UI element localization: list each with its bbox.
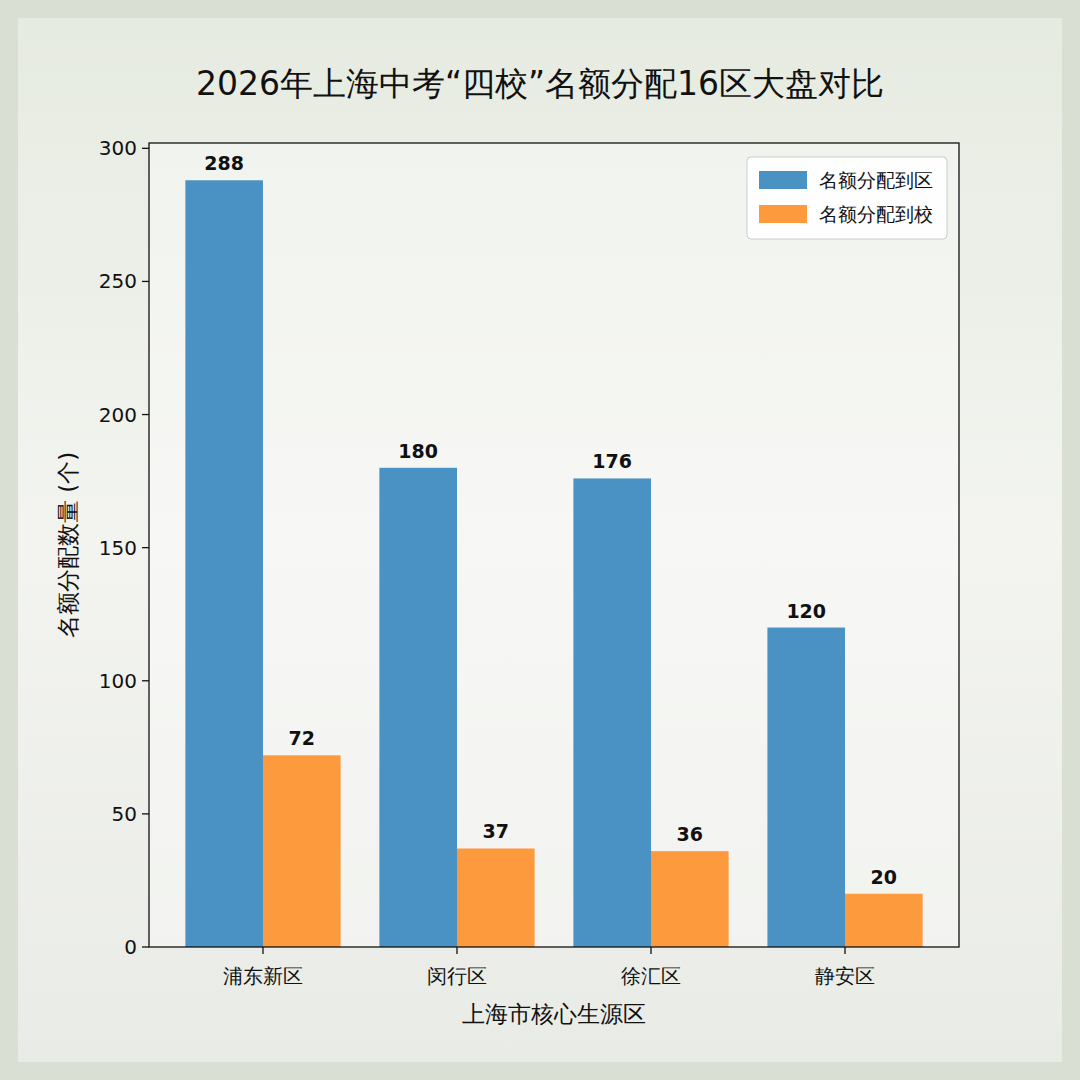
y-tick-label: 200	[99, 403, 137, 427]
bars	[185, 180, 922, 947]
legend-label: 名额分配到校	[819, 203, 933, 225]
data-labels: 288 180 176 120 72 37 36 20	[204, 152, 897, 887]
y-tick	[142, 547, 149, 548]
bar	[845, 894, 923, 947]
x-tick	[650, 947, 651, 954]
y-tick	[142, 414, 149, 415]
legend-box	[747, 157, 947, 239]
data-label: 120	[786, 600, 826, 622]
x-tick-label: 闵行区	[427, 964, 487, 988]
x-tick-label: 徐汇区	[621, 964, 681, 988]
x-tick	[262, 947, 263, 954]
y-tick	[142, 813, 149, 814]
x-tick	[456, 947, 457, 954]
bar	[263, 755, 341, 947]
card	[18, 18, 1062, 1062]
data-label: 180	[398, 440, 438, 462]
data-label: 20	[871, 866, 897, 888]
bar	[651, 851, 729, 947]
bar	[185, 180, 263, 947]
legend: 名额分配到区名额分配到校	[747, 157, 947, 239]
legend-swatch	[759, 205, 807, 223]
bar	[379, 468, 457, 947]
data-label: 176	[592, 450, 632, 472]
data-label: 36	[677, 823, 703, 845]
data-label: 37	[483, 820, 509, 842]
data-label: 288	[204, 152, 244, 174]
x-tick-label: 静安区	[815, 964, 875, 988]
chart-title: 2026年上海中考“四校”名额分配16区大盘对比	[196, 64, 884, 103]
plot-frame	[149, 143, 959, 947]
bar	[573, 478, 651, 947]
y-tick	[142, 946, 149, 947]
plot-area	[149, 143, 959, 947]
bar	[457, 848, 535, 947]
y-tick-label: 50	[112, 802, 137, 826]
y-tick	[142, 148, 149, 149]
y-tick	[142, 281, 149, 282]
legend-swatch	[759, 171, 807, 189]
legend-label: 名额分配到区	[819, 169, 933, 191]
y-tick-label: 250	[99, 269, 137, 293]
y-tick-label: 0	[124, 935, 137, 959]
y-tick-label: 150	[99, 536, 137, 560]
y-axis-title: 名额分配数量 (个)	[55, 452, 81, 638]
bar	[767, 628, 845, 947]
x-tick	[844, 947, 845, 954]
y-tick-label: 100	[99, 669, 137, 693]
y-tick	[142, 680, 149, 681]
x-axis-title: 上海市核心生源区	[462, 1001, 646, 1027]
y-tick-label: 300	[99, 136, 137, 160]
chart-svg: 2026年上海中考“四校”名额分配16区大盘对比 288 180 176 120 72 37…	[0, 0, 1080, 1080]
data-label: 72	[289, 727, 315, 749]
background	[0, 0, 1080, 1080]
chart-root: 2026年上海中考“四校”名额分配16区大盘对比 288 180 176 120 72 37…	[0, 0, 1080, 1080]
x-tick-label: 浦东新区	[223, 964, 303, 988]
